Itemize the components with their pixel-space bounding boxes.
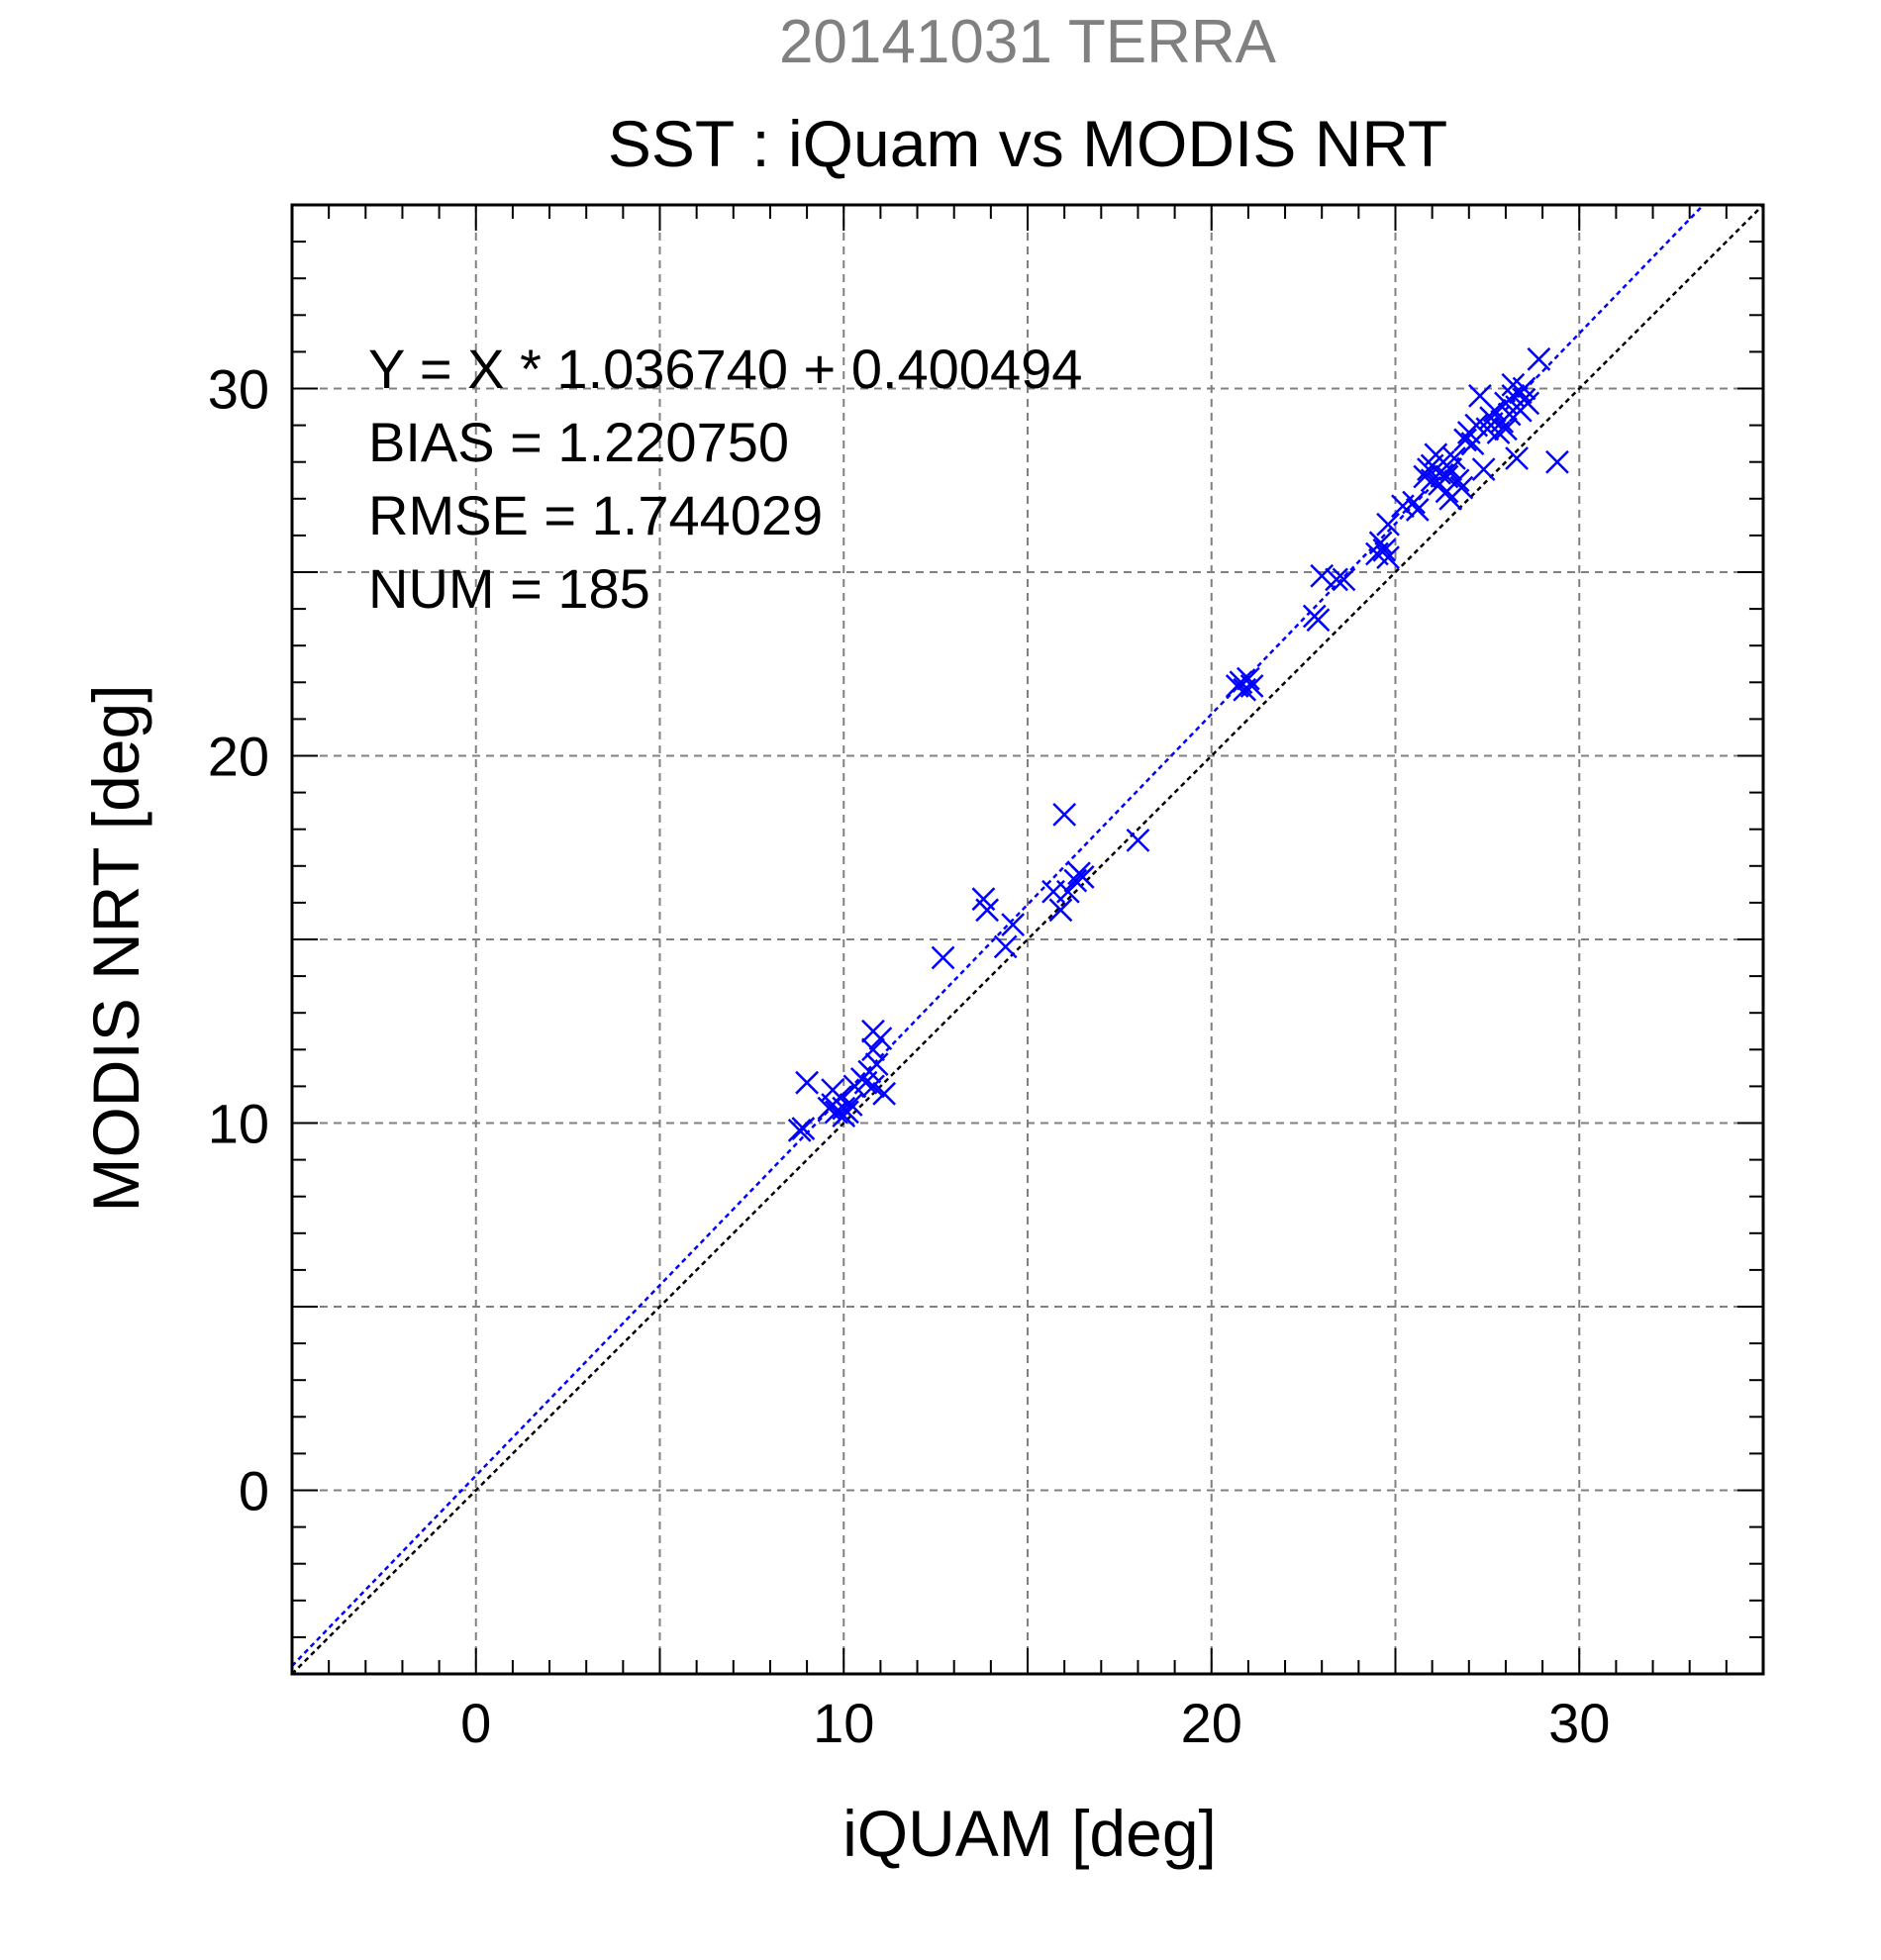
data-point: [1310, 563, 1335, 588]
y-tick-label: 10: [208, 1093, 269, 1155]
data-point: [1376, 545, 1400, 570]
data-point: [861, 1074, 885, 1099]
data-point: [868, 1027, 893, 1051]
data-point: [1405, 498, 1430, 522]
data-point: [1052, 802, 1077, 827]
chart-date-title: 20141031 TERRA: [779, 8, 1277, 76]
data-point: [1368, 531, 1393, 555]
y-axis-label: MODIS NRT [deg]: [79, 684, 152, 1212]
data-point: [1063, 868, 1088, 893]
axis-ticks: [291, 204, 1764, 1675]
regression-equation: Y = X * 1.036740 + 0.400494: [368, 338, 1082, 400]
data-point: [836, 1100, 859, 1125]
y-tick-label: 20: [208, 726, 269, 788]
data-point: [1413, 464, 1437, 489]
data-point: [975, 898, 1000, 923]
data-point: [1376, 512, 1400, 537]
data-point: [993, 934, 1018, 959]
data-point: [872, 1081, 896, 1106]
data-point: [1070, 865, 1095, 889]
x-tick-label: 20: [1181, 1692, 1242, 1754]
data-point: [791, 1117, 816, 1140]
data-point: [1048, 898, 1073, 923]
data-point: [1126, 828, 1150, 852]
data-point: [1306, 608, 1331, 633]
data-points: [787, 346, 1569, 1142]
data-point: [1442, 446, 1466, 470]
data-point: [931, 945, 955, 970]
data-point: [1239, 674, 1264, 698]
data-point: [1482, 398, 1507, 423]
data-point: [1505, 446, 1529, 470]
y-tick-labels: 0 10 20 30: [208, 358, 269, 1522]
data-point: [1001, 913, 1026, 937]
data-point: [1402, 490, 1426, 515]
data-point: [839, 1093, 863, 1117]
x-tick-label: 0: [460, 1692, 491, 1754]
data-point: [1545, 449, 1569, 474]
data-point: [1494, 417, 1518, 441]
data-point: [1372, 538, 1397, 562]
y-tick-label: 30: [208, 358, 269, 421]
rmse-value: RMSE = 1.744029: [368, 484, 823, 546]
x-tick-label: 10: [813, 1692, 874, 1754]
grid-lines: [292, 205, 1763, 1674]
y-tick-label: 0: [239, 1460, 269, 1522]
reference-lines: [291, 204, 1764, 1675]
data-point: [1512, 376, 1536, 401]
x-tick-labels: 0 10 20 30: [460, 1692, 1610, 1754]
bias-value: BIAS = 1.220750: [368, 411, 789, 473]
data-point: [1332, 567, 1356, 592]
data-point: [787, 1119, 812, 1142]
data-point: [1325, 567, 1348, 592]
x-tick-label: 30: [1548, 1692, 1610, 1754]
num-value: NUM = 185: [368, 557, 650, 620]
data-point: [1516, 391, 1540, 416]
plot-frame: [290, 203, 1765, 1676]
data-point: [1471, 457, 1496, 482]
data-point: [1453, 428, 1477, 452]
data-point: [861, 1037, 885, 1062]
chart-title: SST : iQuam vs MODIS NRT: [608, 107, 1447, 180]
data-point: [1527, 346, 1551, 371]
x-axis-label: iQUAM [deg]: [842, 1797, 1217, 1870]
data-point: [1449, 475, 1474, 500]
data-point: [864, 1052, 889, 1077]
data-point: [795, 1070, 819, 1095]
data-point: [1445, 468, 1470, 493]
data-point: [824, 1100, 848, 1125]
data-point: [1237, 666, 1260, 691]
stats-annotation: Y = X * 1.036740 + 0.400494 BIAS = 1.220…: [368, 338, 1082, 620]
identity-line: [291, 204, 1764, 1675]
